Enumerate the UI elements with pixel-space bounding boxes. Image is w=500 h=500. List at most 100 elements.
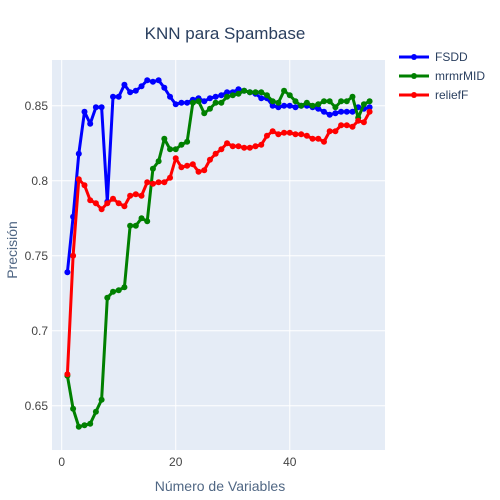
data-point: [320, 108, 327, 115]
data-point: [320, 98, 327, 105]
data-point: [343, 98, 350, 105]
data-point: [127, 192, 134, 199]
data-point: [263, 92, 270, 99]
data-point: [206, 95, 213, 102]
data-point: [275, 99, 282, 106]
data-point: [246, 89, 253, 96]
data-point: [178, 164, 185, 171]
data-point: [184, 162, 191, 169]
data-point: [127, 89, 134, 96]
data-point: [349, 93, 356, 100]
data-point: [360, 101, 367, 108]
data-point: [286, 129, 293, 136]
series-relieff: [64, 108, 373, 378]
data-point: [110, 288, 117, 295]
data-point: [144, 77, 151, 84]
data-point: [292, 131, 299, 138]
data-point: [258, 141, 265, 148]
data-point: [75, 150, 82, 157]
data-point: [349, 123, 356, 130]
data-point: [252, 89, 259, 96]
data-point: [275, 104, 282, 111]
data-point: [224, 93, 231, 100]
legend-marker: [411, 92, 417, 98]
data-point: [332, 128, 339, 135]
data-point: [132, 222, 139, 229]
data-point: [127, 222, 134, 229]
data-point: [366, 108, 373, 115]
data-point: [132, 191, 139, 198]
data-point: [155, 179, 162, 186]
data-point: [70, 405, 77, 412]
plot-area: [52, 60, 385, 450]
series-mrmrmid: [64, 87, 373, 430]
data-point: [224, 140, 231, 147]
data-point: [155, 77, 162, 84]
y-tick-label: 0.8: [31, 174, 48, 188]
data-point: [98, 396, 105, 403]
data-point: [229, 143, 236, 150]
y-tick-label: 0.85: [25, 99, 49, 113]
data-point: [115, 93, 122, 100]
data-point: [110, 93, 117, 100]
data-point: [298, 131, 305, 138]
legend-item-mrmrmid[interactable]: mrmrMID: [399, 69, 485, 83]
data-point: [184, 99, 191, 106]
chart-title: KNN para Spambase: [145, 24, 306, 43]
data-point: [218, 92, 225, 99]
x-tick-label: 20: [169, 455, 183, 469]
grid-lines: [52, 60, 385, 450]
legend-item-fsdd[interactable]: FSDD: [399, 50, 468, 64]
legend-item-relieff[interactable]: reliefF: [399, 88, 468, 102]
data-point: [104, 294, 111, 301]
x-tick-label: 40: [283, 455, 297, 469]
data-point: [366, 104, 373, 111]
data-point: [189, 99, 196, 106]
data-point: [218, 146, 225, 153]
data-point: [167, 146, 174, 153]
data-point: [92, 408, 99, 415]
data-point: [149, 78, 156, 85]
data-point: [258, 95, 265, 102]
tick-labels: 0.65 0.7 0.75 0.8 0.85 0 20 40: [25, 99, 297, 469]
y-axis-title: Precisión: [4, 221, 20, 279]
data-point: [235, 90, 242, 97]
data-point: [212, 93, 219, 100]
data-point: [338, 108, 345, 115]
data-point: [338, 98, 345, 105]
data-point: [155, 158, 162, 165]
data-point: [212, 150, 219, 157]
data-point: [121, 284, 128, 291]
data-point: [121, 203, 128, 210]
data-point: [241, 144, 248, 151]
data-point: [281, 129, 288, 136]
data-point: [206, 105, 213, 112]
data-point: [315, 135, 322, 142]
data-point: [252, 143, 259, 150]
data-point: [235, 86, 242, 93]
data-point: [144, 218, 151, 225]
data-point: [241, 87, 248, 94]
data-point: [149, 165, 156, 172]
series-layer: [64, 77, 373, 430]
data-point: [110, 195, 117, 202]
data-point: [343, 122, 350, 129]
data-point: [195, 98, 202, 105]
data-point: [224, 89, 231, 96]
legend-label: mrmrMID: [435, 69, 485, 83]
data-point: [64, 269, 71, 276]
data-point: [320, 138, 327, 145]
data-point: [298, 102, 305, 109]
data-point: [263, 132, 270, 139]
data-point: [315, 101, 322, 108]
data-point: [178, 141, 185, 148]
data-point: [201, 98, 208, 105]
legend-label: reliefF: [435, 88, 468, 102]
y-tick-label: 0.7: [31, 324, 48, 338]
data-point: [326, 111, 333, 118]
data-point: [138, 215, 145, 222]
data-point: [92, 104, 99, 111]
data-point: [338, 122, 345, 129]
